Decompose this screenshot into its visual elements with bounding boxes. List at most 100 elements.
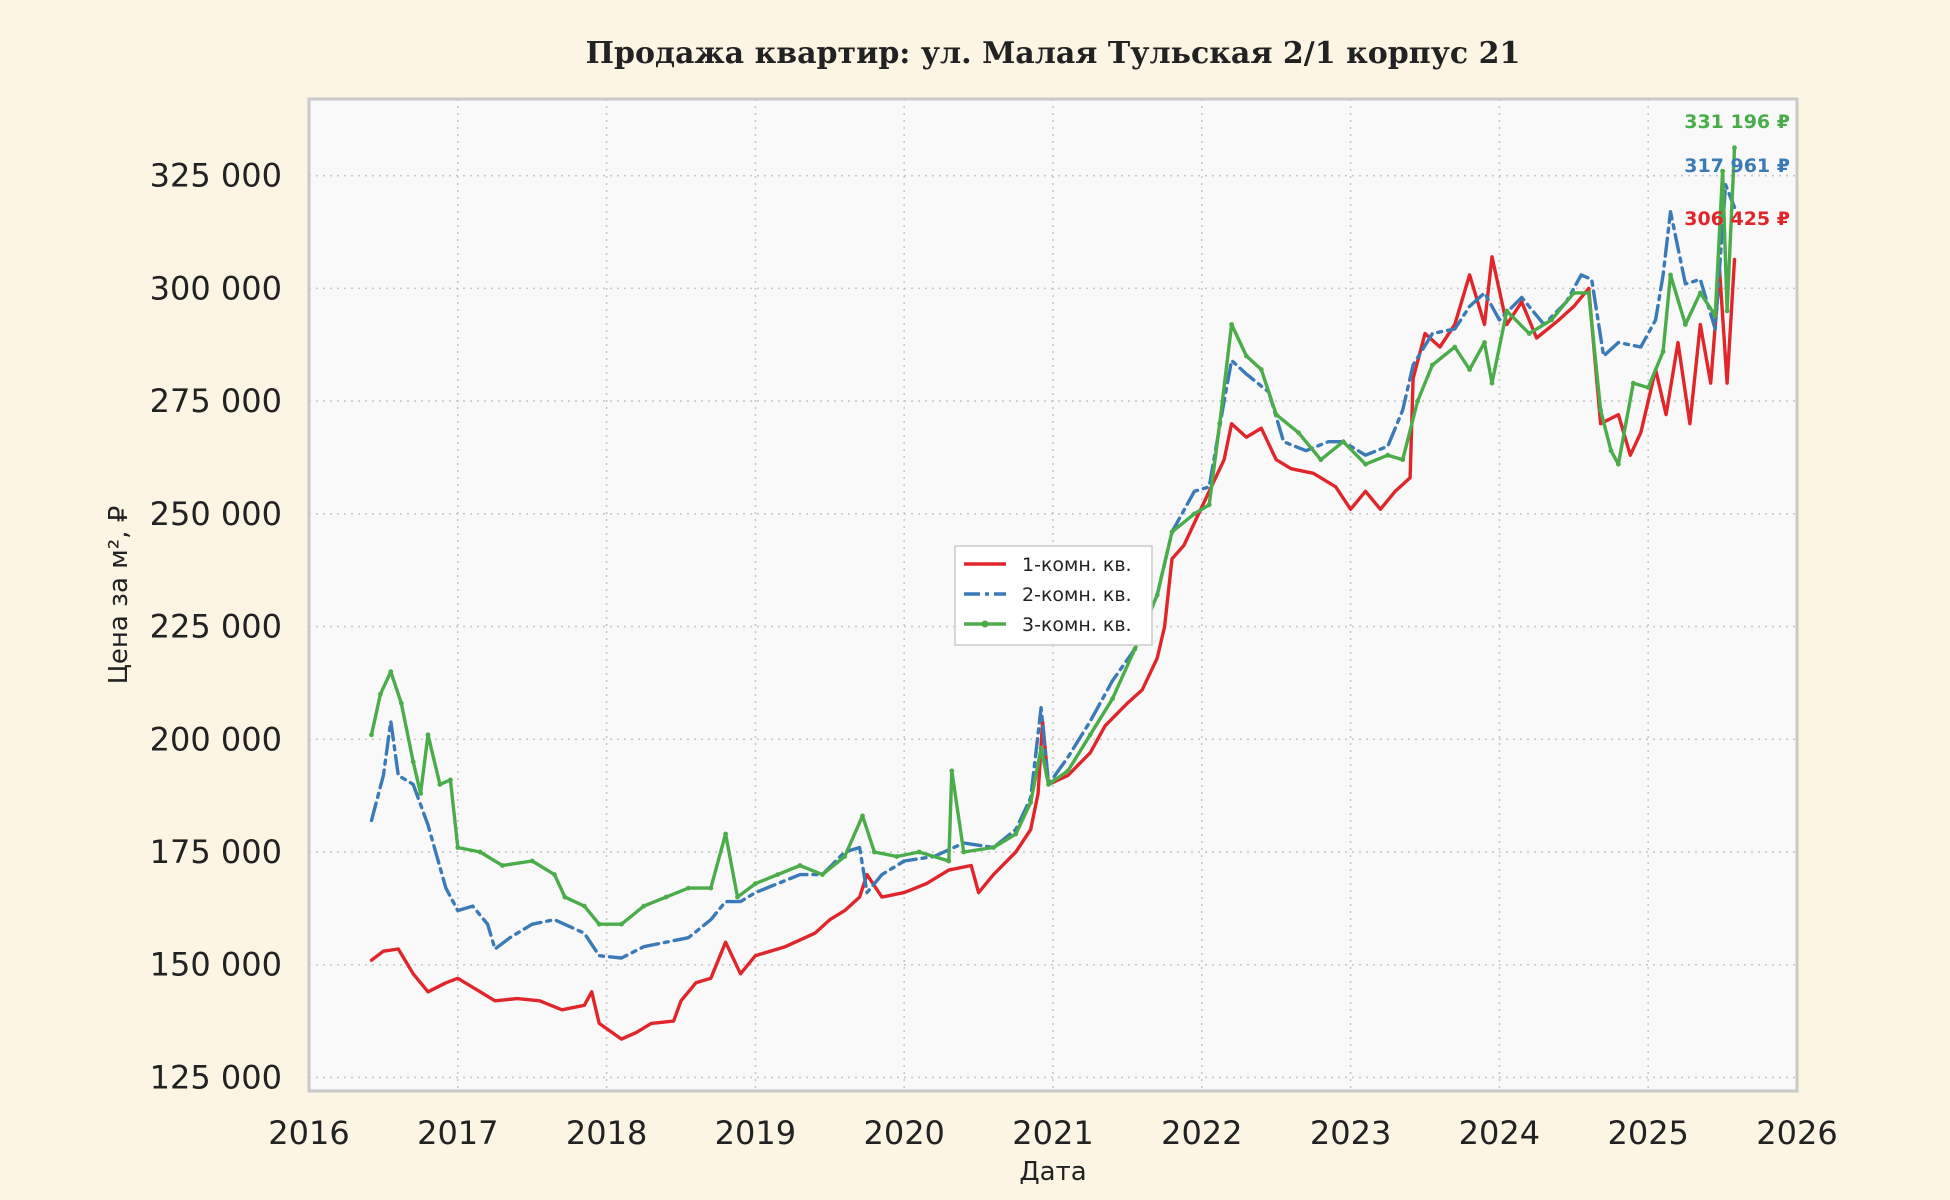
series-point-3room [1087,732,1093,738]
series-point-3room [1013,831,1019,837]
series-point-3room [378,691,383,697]
x-tick-label: 2023 [1310,1114,1391,1152]
legend-label-2room: 2-комн. кв. [1022,584,1132,606]
series-point-3room [735,894,740,900]
series-lines [369,145,1737,1041]
series-point-3room [991,845,996,850]
series-point-3room [1732,145,1737,151]
end-labels: 306 425 ₽ 317 961 ₽ 331 196 ₽ [1684,111,1790,230]
y-tick-label: 325 000 [150,157,282,195]
series-point-3room [1217,421,1223,427]
end-label-3room: 331 196 ₽ [1684,111,1790,133]
series-point-3room [1192,511,1197,517]
series-point-3room [1720,168,1725,174]
x-tick-label: 2020 [863,1114,944,1152]
series-point-3room [455,845,461,850]
series-point-3room [1244,353,1249,359]
legend-marker-3room [981,620,989,628]
series-point-3room [1645,385,1651,390]
end-label-1room: 306 425 ₽ [1684,208,1790,230]
series-point-3room [398,700,404,706]
series-point-3room [708,885,714,891]
y-tick-label: 225 000 [150,608,282,646]
series-point-3room [663,894,669,900]
series-point-3room [1132,646,1138,652]
series-point-3room [1363,461,1368,467]
series-line-1room [369,255,1737,1041]
series-point-3room [1296,430,1301,436]
series-point-3room [1065,768,1071,774]
series-point-3room [1683,322,1688,327]
series-point-3room [872,849,877,855]
series-point-3room [1526,331,1532,336]
series-point-3room [1549,317,1554,323]
series-point-3room [448,777,453,783]
legend-label-3room: 3-комн. кв. [1022,614,1132,636]
y-axis-label: Цена за м², ₽ [104,506,134,685]
x-tick-label: 2026 [1756,1114,1837,1152]
series-point-3room [946,858,952,864]
series-point-3room [1415,398,1420,404]
series-point-3room [1038,745,1044,751]
series-point-3room [1206,502,1212,508]
x-tick-label: 2019 [715,1114,796,1152]
y-tick-label: 300 000 [150,269,282,307]
series-point-3room [842,854,848,859]
series-point-3room [1697,290,1703,296]
x-tick-label: 2017 [417,1114,498,1152]
axis-ticks: 2016 2017 2018 2019 2020 2021 2022 2023 2024 2025… [150,157,1838,1152]
series-point-3room [1046,782,1051,787]
series-point-3room [369,732,374,738]
series-point-3room [1712,313,1718,318]
series-point-3room [753,881,758,886]
series-point-3room [500,863,505,868]
series-point-3room [1608,448,1614,454]
series-point-3room [1452,344,1458,350]
series-point-3room [775,872,781,877]
legend-label-1room: 1-комн. кв. [1022,554,1132,576]
x-axis-label: Дата [1019,1157,1086,1187]
series-point-3room [1385,452,1391,458]
x-tick-label: 2021 [1012,1114,1093,1152]
series-point-3room [894,854,900,859]
series-point-3room [619,921,624,927]
y-tick-label: 200 000 [150,720,282,758]
series-point-3room [1660,349,1666,354]
y-tick-label: 275 000 [150,382,282,420]
series-point-3room [686,885,691,891]
series-point-3room [641,903,647,909]
x-tick-label: 2025 [1607,1114,1688,1152]
series-point-3room [1598,407,1603,413]
series-point-3room [860,813,865,819]
x-tick-label: 2016 [268,1114,349,1152]
series-point-3room [1258,367,1264,372]
chart-title: Продажа квартир: ул. Малая Тульская 2/1 … [586,36,1521,71]
series-point-3room [916,849,922,855]
series-point-3room [425,732,431,738]
series-line-3room [369,146,1737,926]
series-point-3room [723,831,728,837]
series-point-3room [1668,272,1673,278]
series-point-3room [1571,290,1577,296]
plot-frame [307,97,1799,1093]
series-point-3room [477,849,483,855]
series-point-3room [1504,308,1510,314]
series-point-3room [552,872,557,877]
y-tick-label: 125 000 [150,1058,282,1096]
series-point-3room [1169,529,1175,535]
series-point-3room [529,858,535,864]
series-point-3room [820,872,825,877]
y-tick-label: 175 000 [150,833,282,871]
series-point-3room [596,921,602,927]
x-tick-label: 2024 [1459,1114,1540,1152]
legend: 1-комн. кв. 2-комн. кв. 3-комн. кв. [954,545,1153,646]
series-point-3room [1724,308,1730,314]
series-point-3room [1586,290,1592,296]
series-point-3room [1430,362,1435,368]
series-point-3room [1340,439,1346,445]
series-point-3room [1467,367,1472,372]
y-tick-label: 250 000 [150,495,282,533]
x-tick-label: 2018 [566,1114,647,1152]
